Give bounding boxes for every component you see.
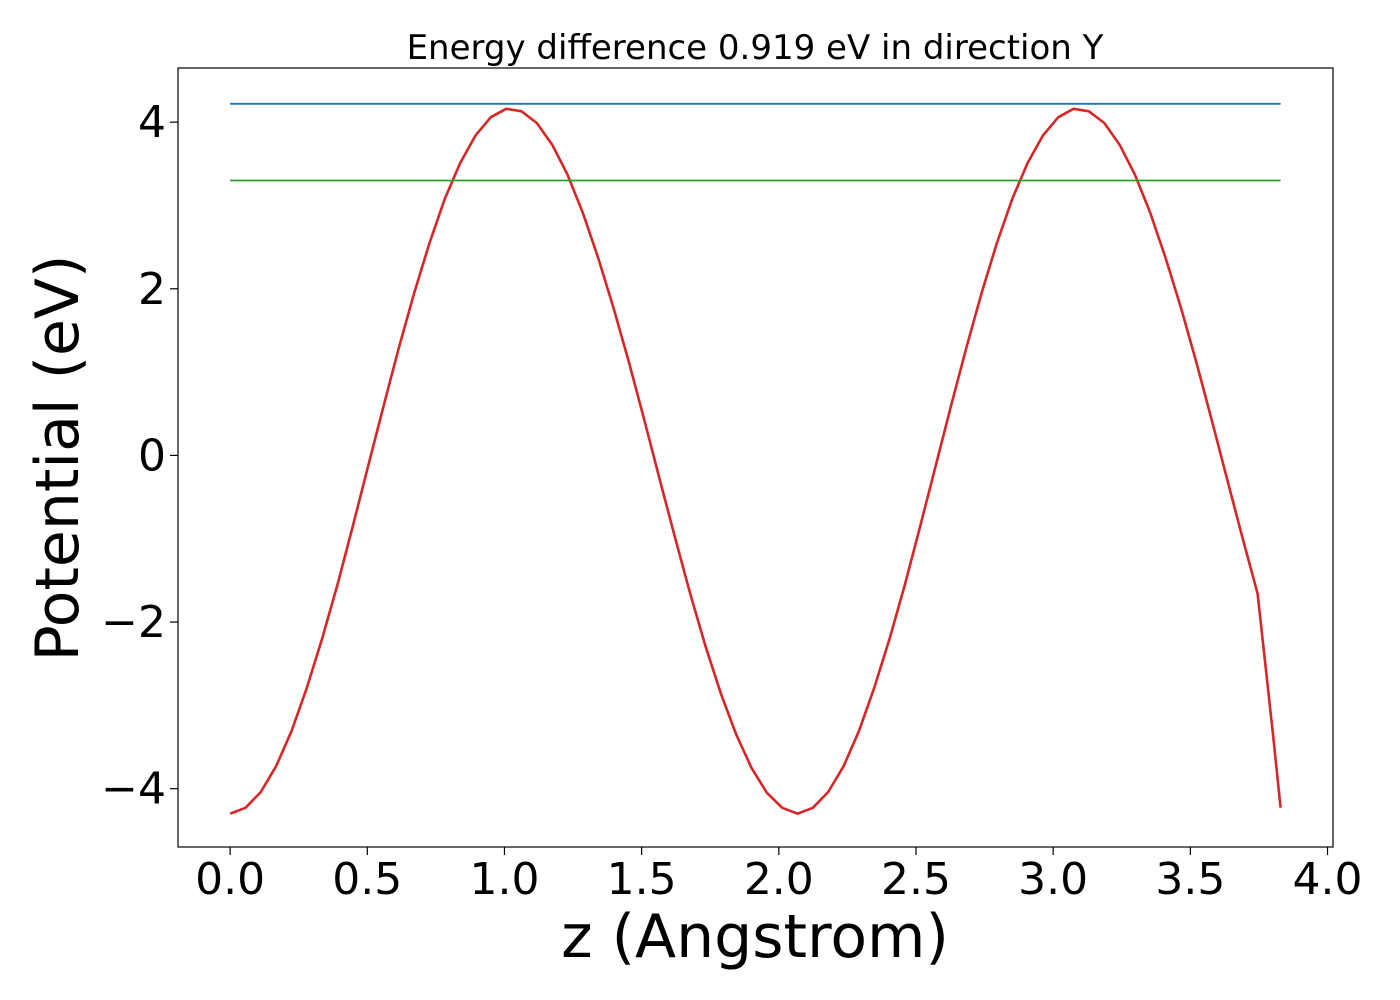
x-tick-label: 3.0 xyxy=(1018,854,1088,905)
y-tick-label: 0 xyxy=(138,430,166,481)
chart-title: Energy difference 0.919 eV in direction … xyxy=(407,28,1104,68)
x-axis: 0.0 0.5 1.0 1.5 2.0 2.5 3.0 3.5 4.0 xyxy=(195,847,1363,905)
x-tick-label: 3.5 xyxy=(1155,854,1225,905)
x-tick-label: 2.5 xyxy=(881,854,951,905)
series-layer xyxy=(229,102,1282,816)
x-axis-label: z (Angstrom) xyxy=(561,902,949,972)
x-tick-label: 1.0 xyxy=(469,854,539,905)
x-tick-label: 4.0 xyxy=(1293,854,1363,905)
y-axis-label: Potential (eV) xyxy=(23,255,93,662)
x-tick-label: 1.5 xyxy=(607,854,677,905)
x-tick-label: 0.5 xyxy=(332,854,402,905)
series-line-0 xyxy=(229,107,1282,816)
y-tick-label: −4 xyxy=(101,764,166,815)
y-tick-label: 2 xyxy=(138,264,166,315)
y-axis: −4 −2 0 2 4 xyxy=(101,97,178,815)
plot-area xyxy=(177,67,1334,848)
x-tick-label: 2.0 xyxy=(744,854,814,905)
y-tick-label: −2 xyxy=(101,597,166,648)
x-tick-label: 0.0 xyxy=(195,854,265,905)
y-tick-label: 4 xyxy=(138,97,166,148)
